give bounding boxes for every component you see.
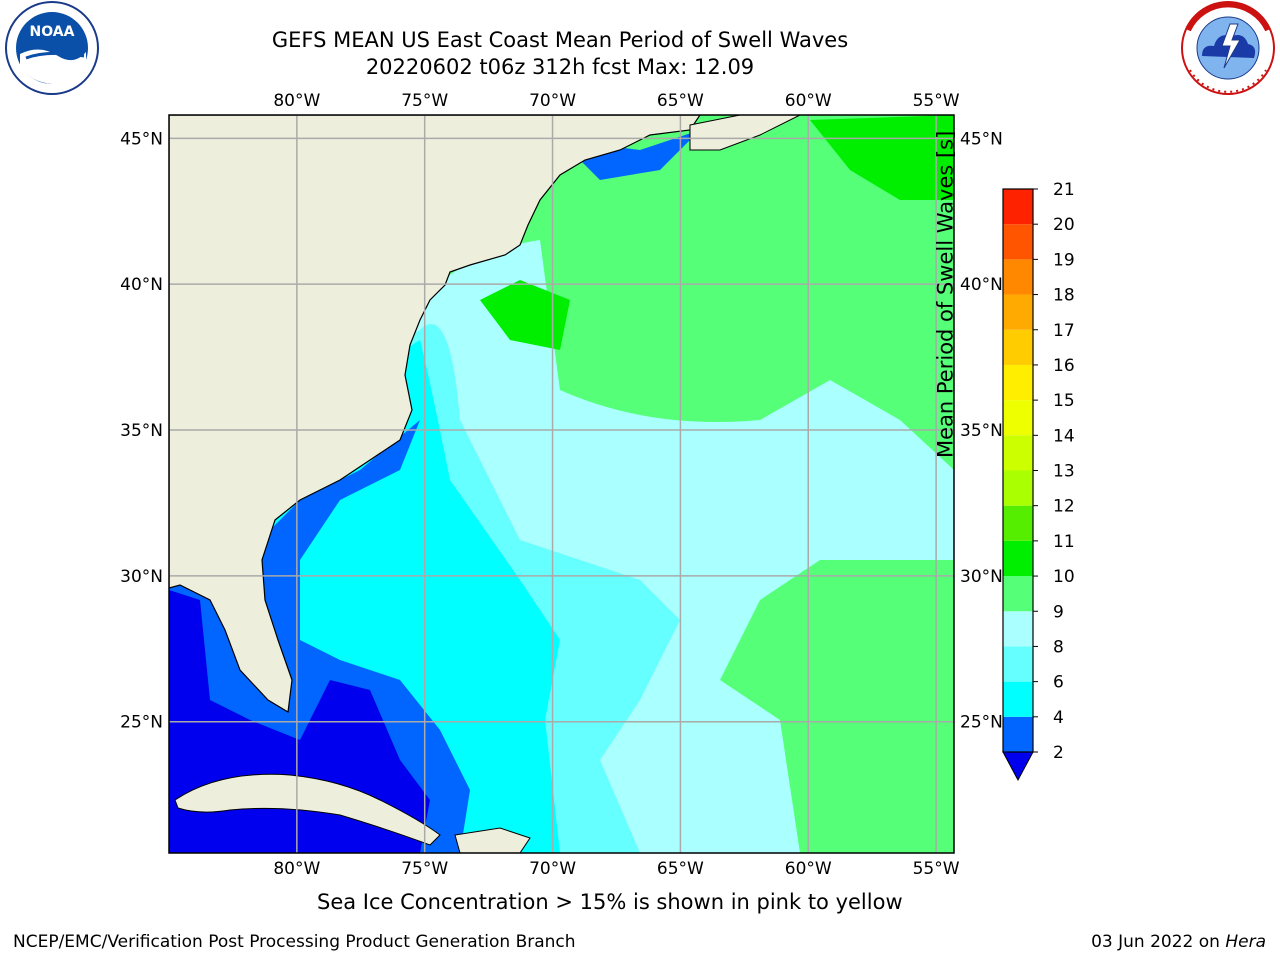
colorbar-segment (1003, 646, 1033, 682)
lon-label-top: 65°W (657, 91, 704, 111)
map-subtitle: 20220602 t06z 312h fcst Max: 12.09 (365, 55, 755, 79)
colorbar-segment (1003, 435, 1033, 471)
colorbar-segment (1003, 259, 1033, 295)
field-10-11 (480, 280, 570, 350)
noaa-logo-text: NOAA (30, 24, 75, 40)
colorbar-title: Mean Period of Swell Waves [s] (933, 130, 958, 458)
colorbar-segment (1003, 329, 1033, 365)
sea-ice-note: Sea Ice Concentration > 15% is shown in … (317, 890, 903, 914)
colorbar-segment (1003, 364, 1033, 401)
colorbar-tick-label: 18 (1053, 286, 1075, 306)
map-area (169, 115, 954, 853)
colorbar-tick-label: 21 (1053, 180, 1075, 200)
lon-label-bottom: 55°W (913, 859, 960, 879)
colorbar-segment (1003, 540, 1033, 577)
colorbar-segment (1003, 224, 1033, 260)
lon-labels-top: 80°W 75°W 70°W 65°W 60°W 55°W (273, 91, 959, 111)
lon-label-bottom: 80°W (273, 859, 320, 879)
lon-label-top: 75°W (401, 91, 448, 111)
noaa-logo: NOAA (5, 1, 99, 95)
colorbar-tick-label: 17 (1053, 321, 1075, 341)
field-10-11-ne (810, 115, 954, 200)
colorbar-tick-label: 16 (1053, 356, 1075, 376)
land-hispaniola (454, 827, 531, 853)
lon-label-top: 55°W (913, 91, 960, 111)
colorbar-tick-label: 2 (1053, 743, 1064, 763)
colorbar-tick-label: 15 (1053, 391, 1075, 411)
colorbar-tick-label: 14 (1053, 426, 1075, 446)
colorbar-segment (1003, 611, 1033, 647)
lat-label-left: 45°N (120, 129, 163, 149)
nws-logo (1181, 1, 1275, 95)
field-2-4-north (560, 130, 700, 180)
colorbar-segment (1003, 189, 1033, 225)
colorbar-tick-label: 9 (1053, 602, 1064, 622)
date-prefix: 03 Jun 2022 on (1091, 932, 1226, 952)
lon-label-bottom: 60°W (785, 859, 832, 879)
lon-label-top: 60°W (785, 91, 832, 111)
lon-labels-bottom: 80°W 75°W 70°W 65°W 60°W 55°W (273, 859, 959, 879)
colorbar-tick-label: 19 (1053, 250, 1075, 270)
colorbar-tick-label: 4 (1053, 708, 1064, 728)
colorbar-tick-label: 10 (1053, 567, 1075, 587)
machine-name: Hera (1225, 932, 1266, 952)
lat-label-left: 30°N (120, 567, 163, 587)
land-cuba (174, 773, 441, 846)
colorbar-segment (1003, 294, 1033, 330)
lat-label-right: 40°N (960, 275, 1003, 295)
date-text: 03 Jun 2022 on Hera (1091, 932, 1266, 952)
map-frame (168, 114, 955, 854)
colorbar-segment (1003, 681, 1033, 717)
lon-label-bottom: 70°W (529, 859, 576, 879)
colorbar-underflow-arrow (1002, 751, 1034, 782)
lat-labels-left: 45°N 40°N 35°N 30°N 25°N (120, 129, 163, 732)
lon-label-top: 70°W (529, 91, 576, 111)
lon-label-top: 80°W (273, 91, 320, 111)
colorbar-tick-label: 20 (1053, 215, 1075, 235)
colorbar-tick-label: 12 (1053, 497, 1075, 517)
colorbar-segment (1003, 505, 1033, 541)
credit-text: NCEP/EMC/Verification Post Processing Pr… (13, 932, 576, 952)
lat-label-left: 35°N (120, 421, 163, 441)
colorbar-tick-label: 13 (1053, 462, 1075, 482)
lat-labels-right: 45°N 40°N 35°N 30°N 25°N (960, 129, 1003, 732)
land-north-america (169, 115, 701, 713)
land-nova-scotia (689, 115, 801, 151)
lat-label-right: 30°N (960, 567, 1003, 587)
lat-label-left: 40°N (120, 275, 163, 295)
lon-label-bottom: 65°W (657, 859, 704, 879)
lat-label-right: 45°N (960, 129, 1003, 149)
colorbar-tick-label: 6 (1053, 673, 1064, 693)
lon-label-bottom: 75°W (401, 859, 448, 879)
map-title: GEFS MEAN US East Coast Mean Period of S… (271, 28, 849, 52)
colorbar-segment (1003, 576, 1033, 612)
graticule (169, 115, 954, 853)
lat-label-right: 25°N (960, 713, 1003, 733)
lat-label-left: 25°N (120, 713, 163, 733)
lat-label-right: 35°N (960, 421, 1003, 441)
colorbar-segment (1003, 400, 1033, 436)
colorbar-tick-label: 11 (1053, 532, 1075, 552)
colorbar-segment (1003, 716, 1033, 752)
colorbar-segment (1003, 470, 1033, 506)
colorbar-tick-label: 8 (1053, 637, 1064, 657)
colorbar: 2 4 6 8 9 10 11 12 13 14 15 16 17 18 19 20 21 (1002, 180, 1075, 782)
